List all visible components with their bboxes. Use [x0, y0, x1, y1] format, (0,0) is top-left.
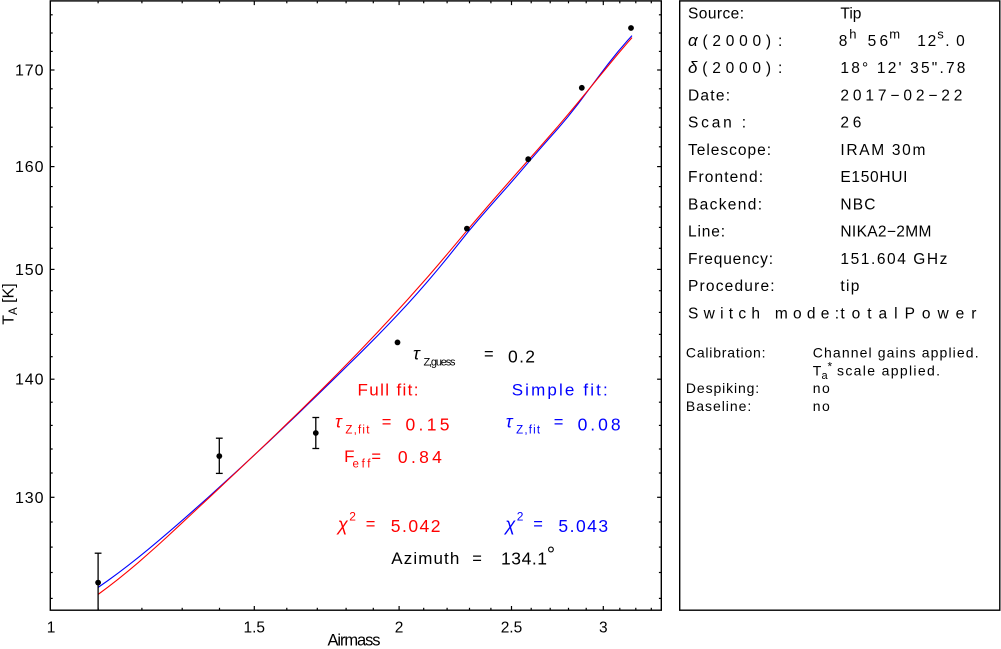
- svg-text:0.08: 0.08: [578, 414, 621, 434]
- svg-text:140: 140: [15, 372, 44, 389]
- svg-text:Baseline:: Baseline:: [686, 398, 751, 414]
- svg-text:h: h: [849, 26, 856, 41]
- svg-text:=: =: [533, 516, 543, 534]
- svg-text:Z,guess: Z,guess: [424, 357, 457, 369]
- svg-text:NBC: NBC: [840, 196, 875, 213]
- svg-text:Line:: Line:: [688, 224, 725, 241]
- svg-text:χ: χ: [336, 514, 349, 535]
- svg-text:0.84: 0.84: [398, 447, 442, 467]
- svg-text:150: 150: [15, 262, 44, 279]
- svg-text:Despiking:: Despiking:: [686, 380, 759, 396]
- svg-text:1.5: 1.5: [243, 619, 265, 636]
- svg-text:12: 12: [917, 33, 936, 50]
- svg-text:5.043: 5.043: [558, 516, 608, 536]
- svg-text:0.15: 0.15: [406, 414, 450, 434]
- svg-text:Airmass: Airmass: [328, 631, 381, 649]
- svg-text:Full fit:: Full fit:: [358, 381, 419, 400]
- svg-text:no: no: [813, 398, 830, 414]
- svg-text:Azimuth: Azimuth: [391, 549, 459, 568]
- svg-text:2: 2: [349, 509, 356, 523]
- svg-text:Backend:: Backend:: [688, 196, 762, 213]
- svg-text:a: a: [822, 370, 829, 382]
- svg-text:Z,fit: Z,fit: [516, 425, 541, 437]
- svg-text:τ: τ: [506, 412, 514, 432]
- svg-text:IRAM 30m: IRAM 30m: [840, 142, 925, 159]
- svg-text:Simple fit:: Simple fit:: [512, 381, 608, 400]
- svg-text:=: =: [371, 448, 381, 466]
- svg-text:tip: tip: [840, 278, 859, 295]
- svg-text:134.1: 134.1: [501, 549, 547, 569]
- svg-text:1: 1: [47, 619, 56, 636]
- svg-text:Procedure:: Procedure:: [688, 278, 775, 295]
- svg-text:18° 12' 35".78: 18° 12' 35".78: [840, 60, 965, 77]
- svg-text:F: F: [344, 447, 354, 466]
- svg-text:Calibration:: Calibration:: [686, 344, 766, 360]
- svg-text:Scan :: Scan :: [688, 115, 746, 132]
- svg-text:τ: τ: [335, 412, 343, 432]
- svg-text:scale applied.: scale applied.: [837, 362, 940, 378]
- svg-text:m: m: [889, 26, 900, 41]
- svg-text::: :: [778, 60, 782, 77]
- svg-text:.0: .0: [945, 33, 965, 50]
- svg-text:5.042: 5.042: [391, 516, 441, 536]
- svg-text:*: *: [828, 359, 833, 373]
- svg-text:°: °: [547, 544, 555, 567]
- svg-text:Channel gains applied.: Channel gains applied.: [813, 344, 979, 360]
- svg-text:T: T: [813, 362, 822, 378]
- svg-text:χ: χ: [503, 514, 516, 535]
- svg-text:8: 8: [839, 33, 848, 50]
- svg-text:151.604 GHz: 151.604 GHz: [840, 251, 947, 268]
- svg-text:3: 3: [599, 619, 608, 636]
- svg-text:Frequency:: Frequency:: [688, 251, 773, 268]
- svg-text:Source:: Source:: [688, 6, 744, 23]
- svg-text:s: s: [937, 26, 944, 41]
- svg-text:=: =: [554, 414, 564, 432]
- svg-text:=: =: [382, 414, 392, 432]
- svg-text:0.2: 0.2: [508, 346, 535, 366]
- svg-text:Frontend:: Frontend:: [688, 169, 763, 186]
- svg-text:NIKA2−2MM: NIKA2−2MM: [840, 224, 931, 241]
- svg-text:=: =: [366, 516, 376, 534]
- svg-text:TA [K]: TA [K]: [1, 283, 21, 324]
- svg-text:160: 160: [15, 159, 44, 176]
- svg-text:Z,fit: Z,fit: [345, 425, 370, 437]
- svg-text:130: 130: [15, 490, 44, 507]
- svg-text:E150HUI: E150HUI: [840, 169, 907, 186]
- svg-text:Telescope:: Telescope:: [688, 142, 771, 159]
- svg-text:Date:: Date:: [688, 87, 730, 104]
- svg-text:Tip: Tip: [840, 6, 861, 23]
- svg-text:no: no: [813, 380, 830, 396]
- svg-text::: :: [778, 33, 782, 50]
- svg-text:2: 2: [395, 619, 404, 636]
- svg-text:=: =: [484, 346, 494, 364]
- svg-text:τ: τ: [413, 344, 421, 364]
- svg-text:eff: eff: [353, 458, 372, 470]
- svg-text:=: =: [472, 550, 482, 568]
- svg-text:170: 170: [15, 62, 44, 79]
- svg-text:2.5: 2.5: [501, 619, 523, 636]
- svg-text:2: 2: [517, 509, 524, 523]
